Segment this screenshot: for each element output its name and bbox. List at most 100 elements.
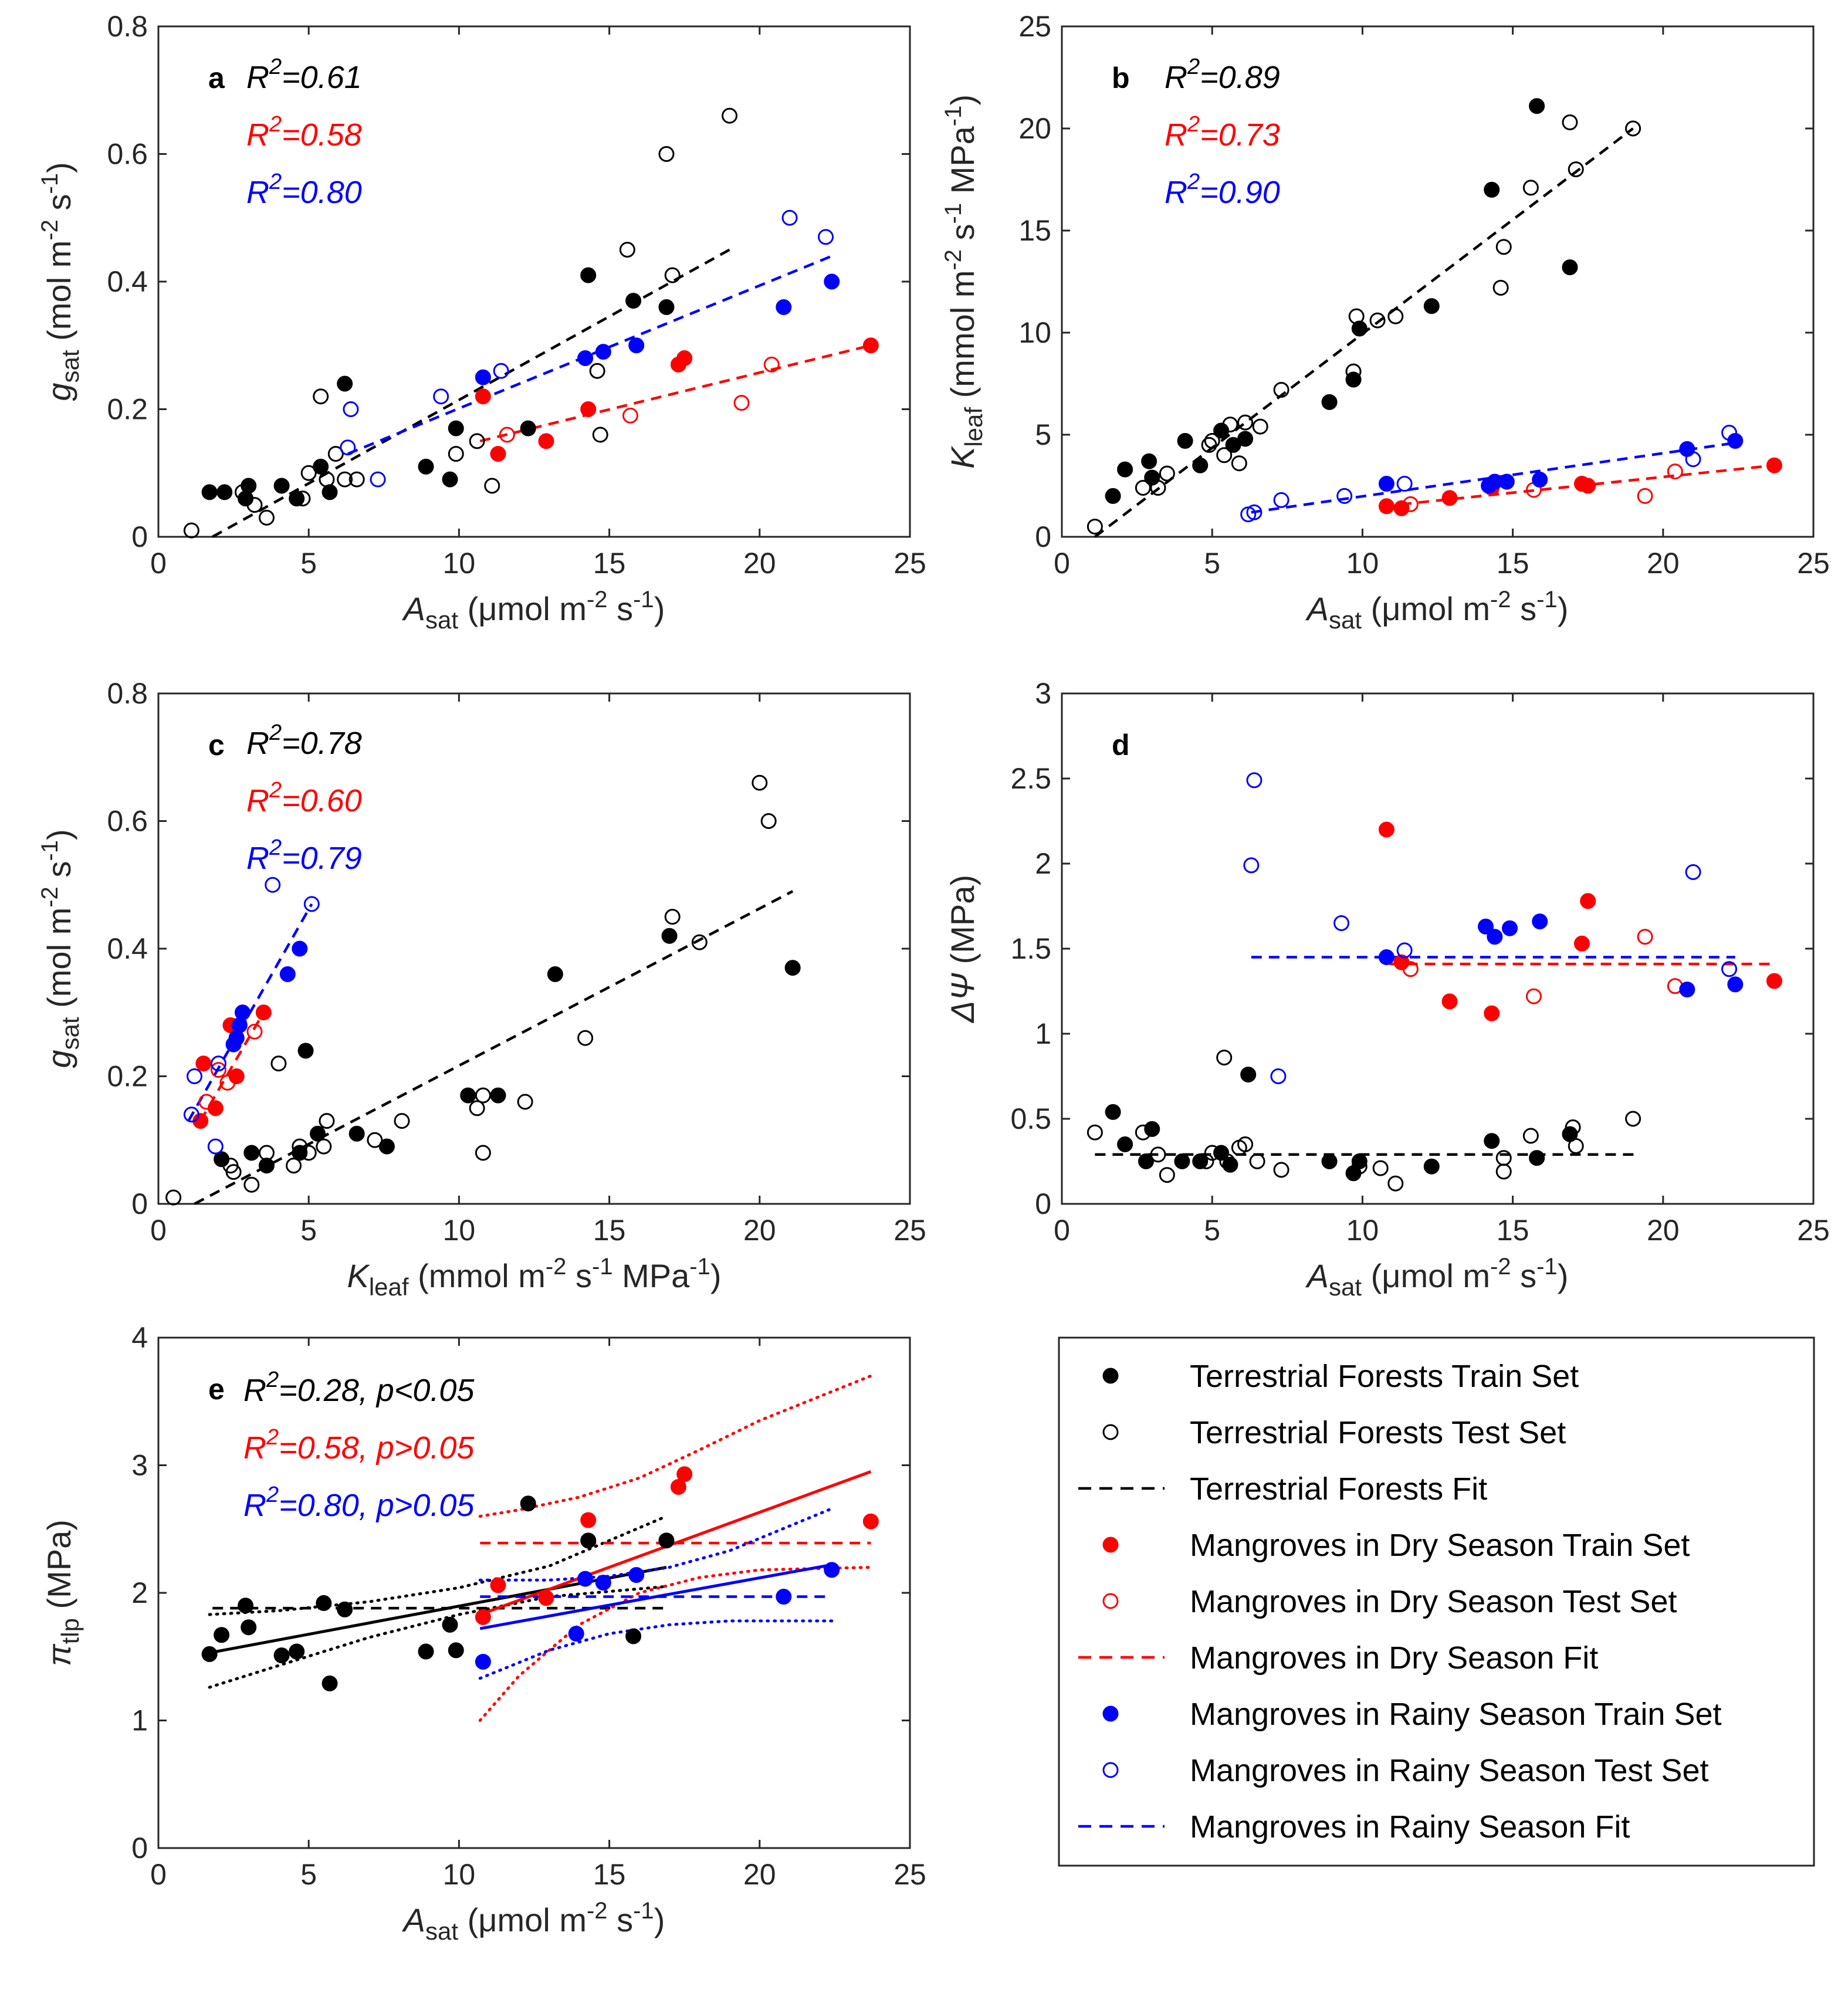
rainy-test-point: [228, 1030, 245, 1046]
r2-sup: 2: [269, 55, 282, 79]
y-axis-label-mid: s: [944, 224, 981, 250]
r2-base: R: [246, 726, 269, 761]
legend-marker-open: [1102, 1424, 1119, 1440]
y-axis-label-sub: sat: [56, 350, 84, 383]
x-tick-label: 0: [1054, 1214, 1070, 1247]
dry-test-point: [1402, 496, 1419, 512]
terrestrial-test-point: [367, 1132, 383, 1148]
rainy-train-point: [292, 940, 308, 957]
x-axis-label-sub: sat: [425, 1917, 458, 1945]
x-axis-label-sup1: -2: [587, 587, 608, 612]
terrestrial-test-point: [1372, 1160, 1389, 1176]
x-tick-label: 15: [593, 1858, 626, 1891]
x-axis-label-rest: (μmol m: [1362, 590, 1490, 627]
y-tick-label: 0.6: [107, 138, 148, 171]
x-tick-label: 0: [150, 547, 167, 580]
x-tick-label: 15: [593, 1214, 626, 1247]
x-tick-label: 25: [893, 1858, 926, 1891]
r2-base: R: [246, 117, 269, 153]
rainy-train-point: [1727, 432, 1744, 449]
r2-sup: 2: [1187, 55, 1200, 79]
r2-rest: =0.60: [282, 783, 362, 818]
terrestrial-test-point: [313, 388, 329, 405]
terrestrial-train-point: [625, 1628, 642, 1644]
x-axis-label-end2: ): [710, 1257, 722, 1294]
dry-dotted-line: [478, 1566, 872, 1722]
terrestrial-train-point: [201, 484, 218, 500]
axes-box: [157, 692, 911, 1205]
r2-base: R: [1165, 175, 1187, 210]
terrestrial-train-point: [1562, 259, 1578, 276]
y-axis-label-rest: (mol m: [40, 908, 77, 1017]
y-axis-label-sup1: -2: [940, 249, 966, 270]
y-tick-label: 2.5: [1010, 762, 1051, 795]
dry-train-point: [676, 350, 693, 366]
terrestrial-test-point: [658, 146, 675, 162]
legend: Terrestrial Forests Train Set Terrestrial…: [1058, 1336, 1815, 1867]
x-tick-label: 10: [443, 1214, 476, 1247]
x-axis-label-rest: (μmol m: [458, 1901, 587, 1938]
x-tick-label: 5: [300, 547, 317, 580]
r2-base: R: [1165, 60, 1187, 95]
terrestrial-train-point: [448, 1642, 464, 1659]
r2-rest: =0.90: [1200, 175, 1280, 210]
terrestrial-train-point: [214, 1627, 230, 1643]
panel-letter: a: [208, 62, 225, 94]
rainy-dotted-line: [478, 1619, 834, 1680]
terrestrial-test-point: [664, 267, 681, 283]
terrestrial-train-point: [520, 420, 536, 436]
y-axis-label-sup2: -1: [940, 203, 966, 224]
x-tick-label: 0: [1054, 547, 1070, 580]
terrestrial-train-point: [316, 1595, 332, 1611]
terrestrial-test-point: [1369, 312, 1386, 329]
rainy-train-point: [776, 1589, 792, 1605]
terrestrial-train-point: [1117, 1136, 1133, 1152]
dry-train-point: [862, 1513, 879, 1529]
legend-label: Mangroves in Rainy Season Test Set: [1190, 1753, 1709, 1788]
y-tick-label: 2: [131, 1576, 148, 1609]
x-axis-label-end: ): [654, 1901, 665, 1938]
x-tick-label: 5: [1204, 1214, 1220, 1247]
terrestrial-test-point: [1345, 363, 1362, 380]
terrestrial-train-point: [658, 299, 675, 315]
r2-sup: 2: [266, 1425, 279, 1450]
terrestrial-test-point: [258, 1145, 275, 1161]
x-axis-label-sup2: -1: [633, 587, 654, 612]
terrestrial-test-point: [165, 1189, 182, 1206]
x-axis-label-rest: (μmol m: [458, 590, 587, 627]
terrestrial-train-point: [448, 420, 464, 436]
y-tick-label: 0: [1035, 1187, 1051, 1220]
legend-label: Terrestrial Forests Fit: [1190, 1471, 1487, 1507]
terrestrial-test-point: [1150, 1146, 1166, 1163]
rainy-train-point: [577, 350, 594, 366]
y-axis-label: πtlp (MPa): [40, 1520, 84, 1666]
r2-annotation: R2=0.80: [246, 170, 362, 210]
legend-label: Mangroves in Dry Season Fit: [1190, 1640, 1598, 1676]
dry-train-point: [538, 433, 554, 449]
rainy-test-point: [433, 388, 449, 405]
legend-marker-open: [1102, 1762, 1119, 1778]
r2-annotation: R2=0.58: [246, 112, 362, 153]
terrestrial-test-point: [1522, 1128, 1539, 1144]
x-tick-label: 25: [893, 1214, 926, 1247]
rainy-train-point: [577, 1571, 594, 1587]
terrestrial-test-point: [1135, 1124, 1151, 1141]
r2-annotation: R2=0.61: [246, 55, 362, 95]
y-axis-label-sub: sat: [56, 1017, 84, 1050]
dry-test-point: [210, 1062, 226, 1078]
r2-base: R: [246, 175, 269, 210]
y-axis-label-main: K: [944, 445, 981, 469]
r2-rest: =0.80: [282, 175, 362, 210]
rainy-test-point: [781, 209, 798, 226]
terrestrial-train-point: [547, 966, 563, 982]
legend-label: Mangroves in Rainy Season Train Set: [1190, 1697, 1721, 1732]
rainy-dashed-line: [1251, 441, 1736, 514]
terrestrial-test-point: [484, 478, 500, 494]
rainy-train-point: [595, 1575, 611, 1591]
terrestrial-test-point: [295, 490, 311, 507]
terrestrial-test-point: [1565, 1119, 1581, 1135]
dry-train-point: [862, 337, 879, 354]
x-axis-label-mid: s: [608, 1901, 634, 1938]
r2-rest: =0.58, p>0.05: [279, 1430, 475, 1466]
r2-annotation: R2=0.73: [1165, 112, 1280, 153]
